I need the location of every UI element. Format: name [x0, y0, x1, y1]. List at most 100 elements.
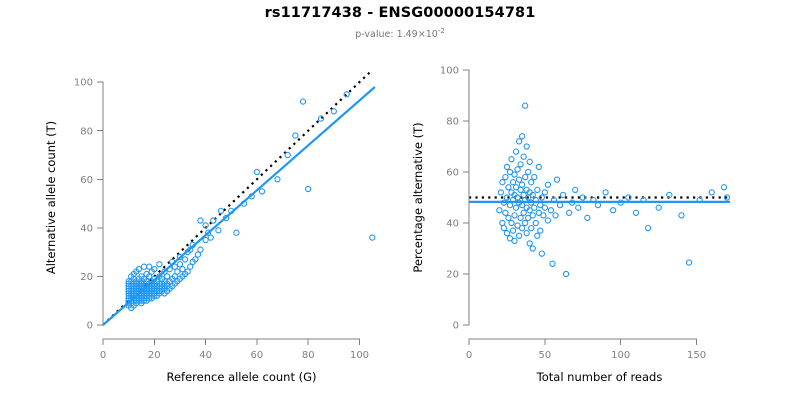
data-point — [146, 263, 153, 270]
data-point — [140, 263, 148, 270]
data-point — [535, 209, 542, 216]
data-point — [503, 163, 511, 171]
x-tick-label: 80 — [302, 350, 315, 361]
y-tick-label: 0 — [87, 321, 93, 332]
data-point — [526, 207, 533, 214]
data-point — [538, 250, 545, 257]
x-tick-label: 0 — [466, 350, 472, 361]
data-point — [500, 199, 508, 206]
data-point — [197, 246, 204, 253]
data-point — [522, 173, 529, 181]
y-tick-label: 80 — [80, 126, 93, 137]
x-axis-title: Reference allele count (G) — [167, 370, 317, 384]
data-point — [520, 209, 527, 216]
data-point — [529, 245, 536, 252]
data-point — [515, 138, 523, 145]
data-point — [228, 207, 235, 215]
data-point — [528, 179, 535, 186]
data-point — [499, 219, 506, 227]
data-point — [540, 212, 547, 219]
y-tick-label: 40 — [446, 219, 459, 230]
data-point — [505, 184, 512, 191]
data-point — [559, 191, 567, 199]
data-point — [174, 268, 181, 275]
data-point — [685, 259, 693, 266]
y-axis-title: Alternative allele count (T) — [44, 121, 58, 274]
data-point — [343, 91, 350, 98]
data-point — [202, 236, 209, 244]
data-point — [552, 212, 559, 219]
x-tick-label: 40 — [199, 350, 212, 361]
y-tick-label: 0 — [453, 321, 459, 332]
data-point — [544, 181, 552, 188]
x-tick-label: 60 — [251, 350, 264, 361]
page-title: rs11717438 - ENSG00000154781 — [264, 5, 536, 21]
data-points — [496, 102, 731, 278]
data-point — [544, 217, 552, 224]
data-point — [531, 173, 538, 181]
data-point — [253, 168, 261, 176]
data-point — [518, 201, 526, 209]
data-point — [565, 209, 573, 216]
data-point — [258, 188, 266, 195]
data-point — [125, 278, 132, 285]
x-tick-label: 20 — [148, 350, 161, 361]
data-point — [640, 196, 647, 204]
data-point — [505, 214, 512, 222]
data-point — [184, 268, 191, 275]
data-point — [305, 185, 312, 193]
data-point — [502, 209, 509, 216]
percentage-alternative-scatter-plot: 0 20 40 60 80 100 0 50 100 150 Total number of rea… — [411, 66, 731, 384]
data-point — [496, 207, 503, 214]
data-point — [523, 143, 530, 150]
data-point — [514, 222, 521, 229]
data-point — [532, 219, 539, 227]
data-point — [617, 199, 624, 206]
data-point — [508, 156, 515, 163]
data-point — [512, 204, 520, 211]
data-point — [525, 214, 532, 222]
data-point — [517, 186, 524, 193]
data-point — [517, 214, 524, 222]
data-point — [197, 217, 204, 224]
data-point — [526, 158, 533, 165]
data-point — [723, 194, 731, 201]
panel-percentage: 0 20 40 60 80 100 0 50 100 150 Total number of rea… — [400, 0, 800, 400]
y-tick-label: 60 — [446, 168, 459, 179]
data-point — [233, 229, 240, 236]
data-point — [531, 204, 538, 211]
data-point — [538, 194, 545, 201]
x-tick-label: 150 — [687, 350, 706, 361]
x-axis-line — [102, 338, 360, 345]
data-point — [550, 196, 558, 204]
data-point — [625, 194, 632, 201]
y-tick-label: 20 — [80, 272, 93, 283]
data-point — [584, 214, 591, 222]
data-point — [135, 265, 143, 273]
data-point — [506, 235, 514, 242]
data-point — [515, 176, 523, 183]
data-point — [529, 191, 536, 199]
data-point — [369, 234, 376, 241]
data-point — [678, 212, 685, 219]
data-point — [562, 270, 570, 278]
data-point — [696, 196, 703, 204]
y-tick-label: 100 — [74, 78, 93, 89]
x-tick-label: 50 — [539, 350, 552, 361]
data-point — [610, 207, 617, 214]
data-point — [217, 207, 225, 215]
data-point — [537, 201, 544, 209]
data-point — [514, 166, 521, 173]
data-point — [166, 265, 173, 273]
data-point — [541, 189, 549, 196]
data-point — [146, 273, 153, 280]
data-point — [299, 98, 307, 105]
y-tick-label: 100 — [440, 66, 459, 77]
data-point — [632, 209, 640, 216]
data-point — [594, 201, 602, 209]
data-point — [572, 186, 579, 193]
y-axis-line — [463, 69, 470, 326]
data-points — [125, 91, 376, 312]
data-point — [579, 194, 586, 201]
